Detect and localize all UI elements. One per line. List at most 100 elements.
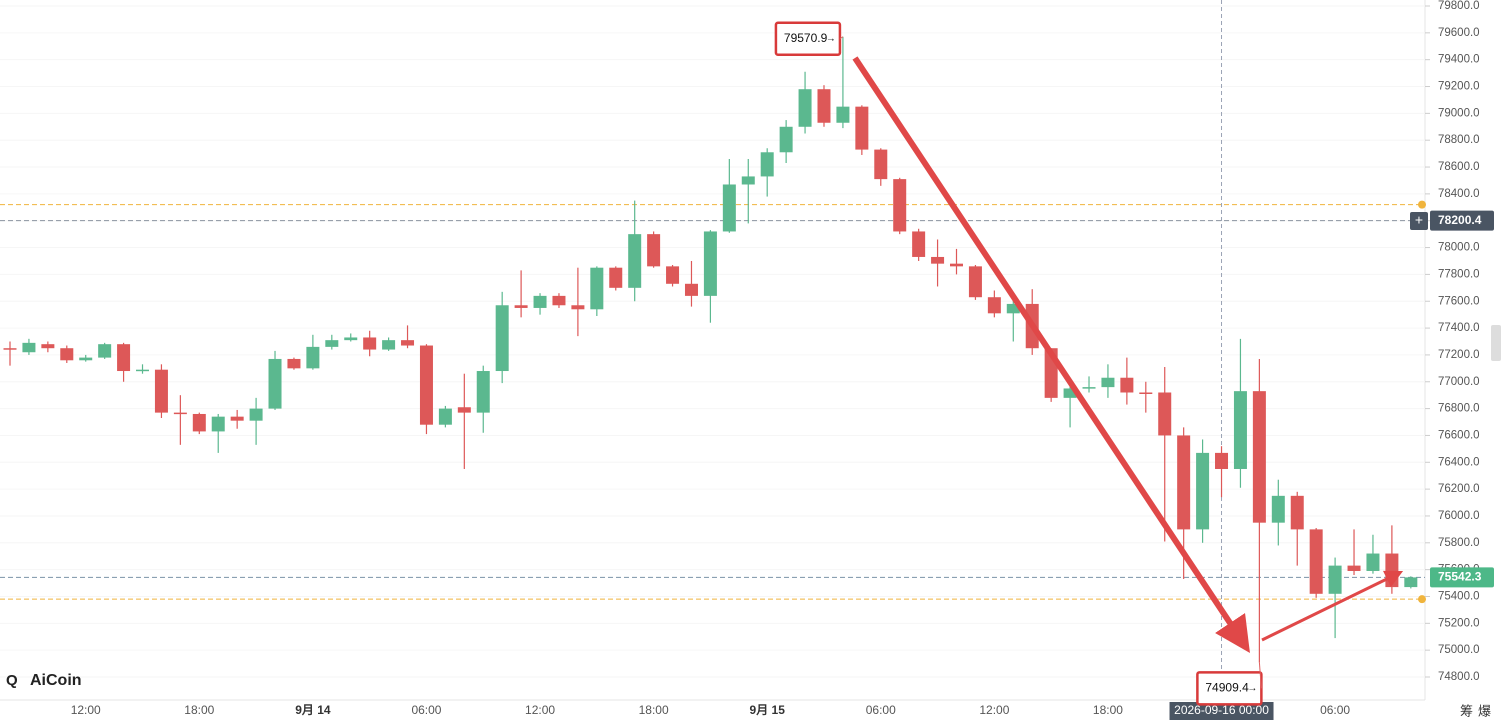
candle-body (703, 231, 717, 296)
candle-body (211, 416, 225, 432)
candle-body (438, 408, 452, 425)
candle-body (855, 106, 869, 150)
x-tick-label: 2026-09-16 00:00 (1174, 703, 1269, 717)
y-tick-label: 79800.0 (1438, 0, 1480, 12)
x-tick-label: 06:00 (866, 703, 896, 717)
candle-body (98, 344, 112, 358)
candle-body (1101, 377, 1115, 388)
candle-body (514, 305, 528, 308)
candle-body (722, 184, 736, 232)
x-tick-label: 12:00 (71, 703, 101, 717)
candle-body (1366, 553, 1380, 571)
candle-body (325, 340, 339, 347)
candle-body (1120, 377, 1134, 393)
y-tick-label: 77800.0 (1438, 268, 1480, 280)
candle-body (1404, 577, 1418, 588)
toolbar-item[interactable]: 爆 (1478, 703, 1491, 718)
candle-body (590, 267, 604, 310)
candle-body (779, 126, 793, 153)
y-tick-label: 75400.0 (1438, 591, 1480, 603)
candle-body (382, 340, 396, 350)
candle-body (136, 369, 150, 372)
candle-body (798, 89, 812, 127)
candle-body (1139, 392, 1153, 394)
overlay: 79570.9→74909.4→+ (774, 21, 1428, 706)
crosshair-label-box (1169, 702, 1274, 720)
candle-body (1158, 392, 1172, 436)
crosshair-button (1410, 212, 1428, 230)
x-tick-label: 12:00 (979, 703, 1009, 717)
candle-body (684, 283, 698, 296)
candle-body (552, 295, 566, 306)
candle-body (950, 263, 963, 267)
y-tick-label: 79600.0 (1438, 27, 1480, 39)
candle-body (476, 371, 490, 413)
candle-body (1309, 529, 1323, 594)
x-tick-label: 18:00 (639, 703, 669, 717)
x-tick-label: 06:00 (411, 703, 441, 717)
candle-body (1063, 388, 1077, 398)
scroll-handle[interactable] (1491, 325, 1501, 361)
candle-body (893, 179, 907, 232)
candle-body (1196, 452, 1210, 530)
trend-arrow (1261, 570, 1404, 642)
candle-body (533, 295, 547, 308)
annotation-pointer (839, 36, 844, 40)
candle-body (968, 266, 982, 298)
price-label-box (1430, 567, 1494, 588)
annotation-arrow: → (1247, 683, 1257, 694)
candle-body (1082, 387, 1096, 389)
ref-dot (1418, 200, 1426, 209)
candle-body (1347, 565, 1361, 571)
candle-body (666, 266, 680, 284)
y-tick-label: 77400.0 (1438, 322, 1480, 334)
candle-body (1215, 452, 1229, 469)
candle-body (1177, 435, 1191, 530)
annotation-arrow: → (826, 33, 836, 44)
annotation-label: 74909.4 (1205, 680, 1249, 694)
price-label-box (1430, 210, 1494, 231)
candle-body (1006, 303, 1020, 314)
y-tick-label: 78800.0 (1438, 134, 1480, 146)
y-tick-label: 75000.0 (1438, 644, 1480, 656)
toolbar-item[interactable]: 筹 (1460, 703, 1473, 718)
candle-body (419, 345, 433, 425)
logo-mark: Q (6, 672, 18, 689)
y-tick-label: 75200.0 (1438, 617, 1480, 629)
candle-body (344, 337, 358, 341)
candle-body (836, 106, 850, 123)
candle-body (457, 407, 471, 413)
candle-body (79, 357, 93, 361)
candle-body (628, 234, 642, 288)
y-tick-label: 79200.0 (1438, 81, 1480, 93)
y-tick-label: 76600.0 (1438, 429, 1480, 441)
candle-body (912, 231, 926, 257)
x-tick-label: 06:00 (1320, 703, 1350, 717)
candle-body (60, 348, 74, 361)
y-tick-label: 77200.0 (1438, 349, 1480, 361)
watermark: AiCoin (30, 672, 82, 689)
candle-body (1252, 391, 1266, 523)
x-tick-label: 12:00 (525, 703, 555, 717)
candle-body (987, 297, 1001, 314)
candle-body (1233, 391, 1247, 469)
candle-body (3, 348, 17, 350)
x-tick-label: 9月 15 (750, 703, 786, 717)
y-tick-label: 76800.0 (1438, 403, 1480, 415)
candle-body (1328, 565, 1342, 594)
y-tick-label: 74800.0 (1438, 671, 1480, 683)
candle-body (609, 267, 623, 288)
y-tick-label: 78000.0 (1438, 242, 1480, 254)
candle-body (401, 340, 415, 346)
y-tick-label: 77000.0 (1438, 376, 1480, 388)
candle-body (117, 344, 131, 372)
y-tick-label: 76200.0 (1438, 483, 1480, 495)
ref-dot (1418, 595, 1426, 604)
candle-body (741, 176, 755, 185)
y-tick-label: 76400.0 (1438, 456, 1480, 468)
candle-body (230, 416, 244, 421)
candle-body (22, 342, 36, 353)
candle-body (306, 346, 320, 369)
